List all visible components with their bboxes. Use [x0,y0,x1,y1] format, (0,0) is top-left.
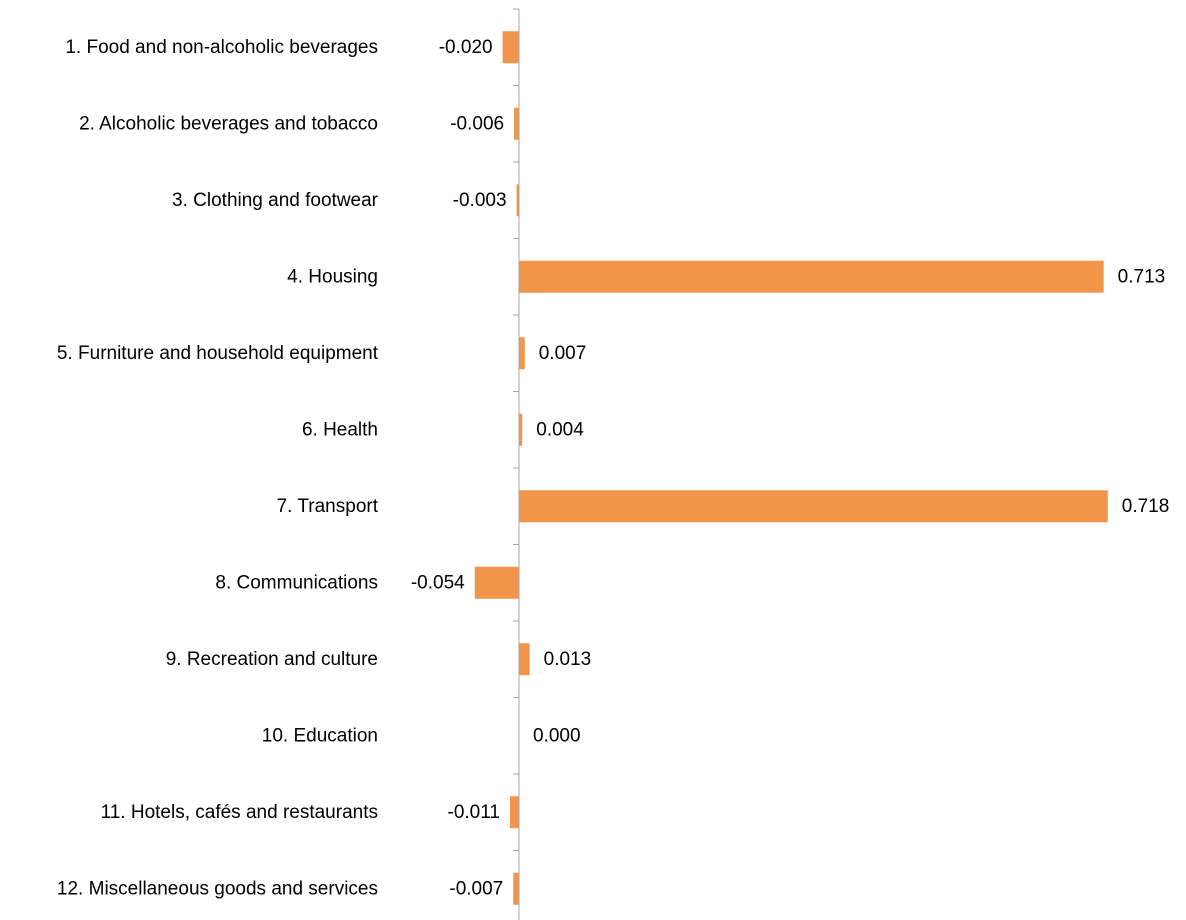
bar [519,413,523,446]
data-label: -0.006 [450,113,504,134]
category-label: 9. Recreation and culture [166,649,378,670]
data-label: 0.007 [539,343,587,364]
data-label: 0.004 [536,419,584,440]
data-label: -0.054 [411,572,465,593]
category-label: 5. Furniture and household equipment [57,343,379,364]
category-label: 12. Miscellaneous goods and services [57,878,378,899]
data-label: -0.003 [453,190,507,211]
category-labels: 1. Food and non-alcoholic beverages 2. Al… [57,37,379,900]
value-labels: -0.020 -0.006 -0.003 0.713 0.007 0.004 0.718 -0… [411,37,1169,900]
data-label: -0.011 [448,802,500,823]
category-label: 11. Hotels, cafés and restaurants [101,802,378,823]
category-label: 2. Alcoholic beverages and tobacco [79,113,378,134]
data-label: 0.000 [533,725,581,746]
category-label: 7. Transport [277,496,379,517]
category-label: 8. Communications [215,572,378,593]
category-axis [513,8,520,920]
bar [474,566,519,599]
bars-group [474,31,1108,905]
data-label: 0.713 [1118,266,1166,287]
data-label: -0.007 [449,878,503,899]
category-label: 3. Clothing and footwear [172,190,379,211]
data-label: -0.020 [439,37,493,58]
data-label: 0.718 [1122,496,1170,517]
category-label: 10. Education [262,725,378,746]
category-label: 6. Health [302,419,378,440]
category-label: 4. Housing [287,266,378,287]
bar [509,796,519,829]
bar [519,490,1108,523]
bar [519,337,525,370]
bar [516,184,519,217]
bar [519,260,1104,293]
category-label: 1. Food and non-alcoholic beverages [65,37,378,58]
bar [513,872,519,905]
bar [502,31,519,64]
bar [519,643,530,676]
data-label: 0.013 [544,649,592,670]
bar [514,107,519,140]
